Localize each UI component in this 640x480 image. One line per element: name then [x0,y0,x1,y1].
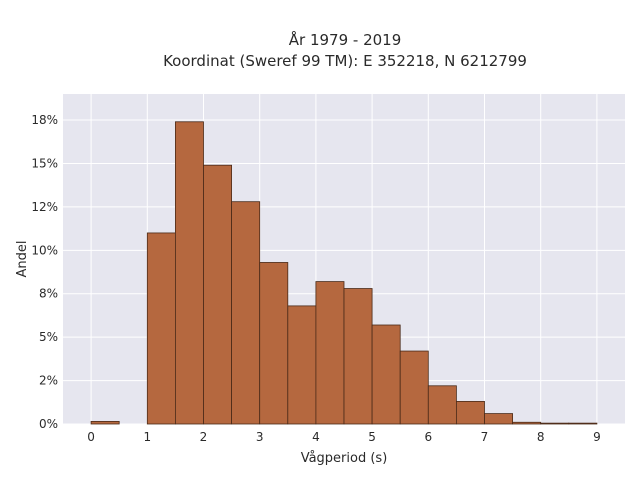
x-tick-label: 8 [537,430,545,444]
x-tick-label: 5 [368,430,376,444]
y-axis-label: Andel [15,241,30,278]
histogram-bar [512,421,542,425]
y-tick-label: 18% [31,113,58,127]
chart-subtitle: Koordinat (Sweref 99 TM): E 352218, N 62… [163,52,527,70]
histogram-bar [146,232,176,425]
y-tick-labels: 0% 2% 5% 8% 10% 12% 15% 18% [31,113,58,431]
histogram-bar [371,324,401,425]
chart-title: År 1979 - 2019 [289,30,402,49]
histogram-bar [174,121,204,425]
x-tick-label: 2 [200,430,208,444]
histogram-bar [287,305,317,425]
histogram-bar [484,413,514,425]
x-tick-label: 6 [424,430,432,444]
histogram-bar [399,350,429,425]
histogram-bar [231,201,261,425]
x-tick-label: 7 [481,430,489,444]
y-tick-label: 5% [39,330,58,344]
y-tick-label: 2% [39,374,58,388]
x-axis-label: Vågperiod (s) [301,451,388,466]
y-tick-label: 8% [39,287,58,301]
y-tick-label: 0% [39,417,58,431]
histogram-bar [315,281,345,425]
x-tick-label: 4 [312,430,320,444]
y-tick-label: 10% [31,243,58,257]
y-tick-label: 12% [31,200,58,214]
histogram-bar [427,385,457,425]
x-tick-label: 3 [256,430,264,444]
histogram-bar [203,164,233,425]
histogram-bar [259,262,289,425]
bars [90,121,598,425]
y-tick-label: 15% [31,156,58,170]
histogram-bar [540,422,570,425]
x-tick-label: 0 [87,430,95,444]
x-tick-labels: 0 1 2 3 4 5 6 7 8 9 [87,430,600,444]
x-tick-label: 1 [143,430,151,444]
histogram-bar [90,420,120,425]
histogram-bar [455,401,485,425]
histogram-bar [343,288,373,425]
x-tick-label: 9 [593,430,601,444]
histogram-bar [568,422,598,425]
